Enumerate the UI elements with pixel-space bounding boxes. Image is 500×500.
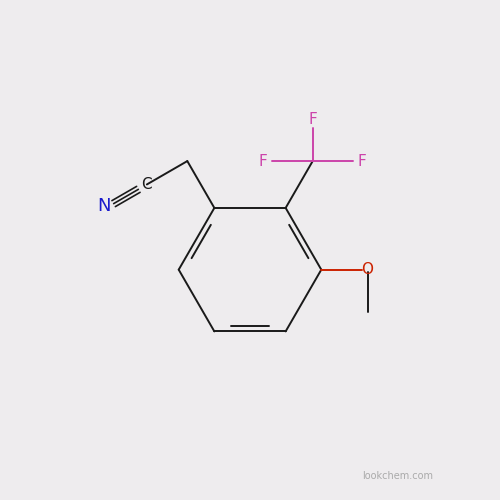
Text: O: O — [362, 262, 374, 277]
Text: F: F — [358, 154, 366, 168]
Text: C: C — [142, 177, 152, 192]
Text: F: F — [308, 112, 317, 128]
Text: F: F — [258, 154, 268, 168]
Text: N: N — [98, 197, 111, 215]
Text: lookchem.com: lookchem.com — [362, 471, 433, 481]
